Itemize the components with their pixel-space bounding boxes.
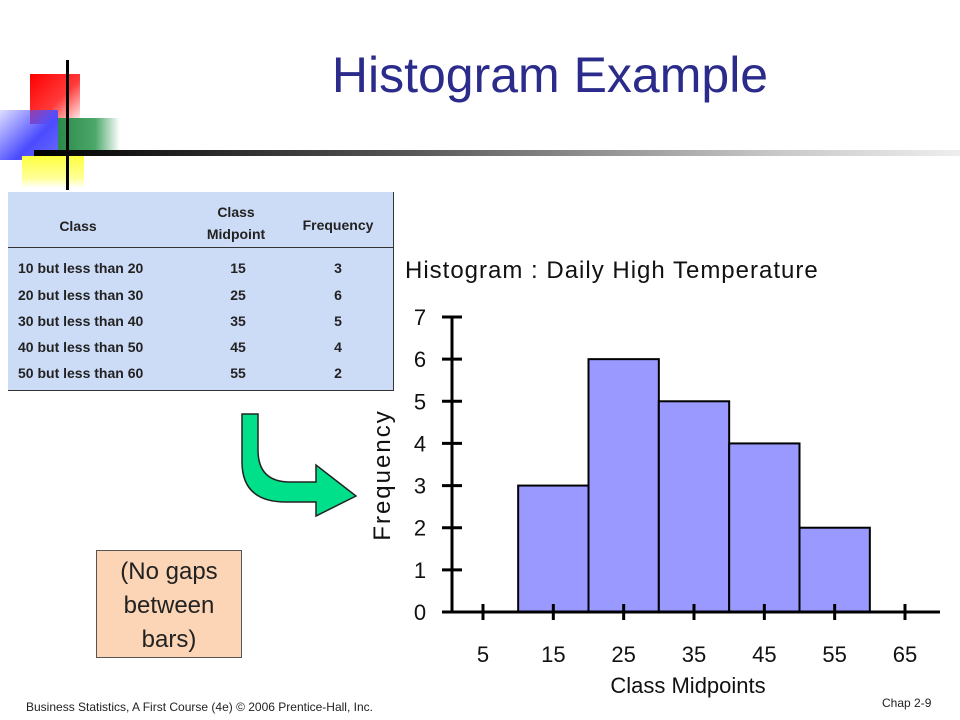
chart-bar bbox=[517, 484, 590, 614]
chart-bar bbox=[587, 358, 660, 613]
table-row: 50 but less than 60 55 2 bbox=[8, 365, 393, 392]
x-tick-label: 45 bbox=[752, 642, 776, 667]
cell-midpoint: 35 bbox=[230, 313, 246, 329]
cell-class: 30 but less than 40 bbox=[18, 313, 144, 329]
chart-y-axis-label: Frequency bbox=[369, 409, 396, 540]
x-tick-label: 15 bbox=[541, 642, 565, 667]
y-tick-label: 7 bbox=[414, 305, 426, 330]
y-tick-label: 2 bbox=[414, 516, 426, 541]
note-line2: between bbox=[123, 592, 215, 619]
cell-midpoint: 15 bbox=[230, 260, 246, 276]
x-ticks-layer: 5 15 25 35 45 55 65 bbox=[477, 604, 917, 667]
table-header-divider bbox=[8, 247, 393, 248]
cell-frequency: 5 bbox=[334, 313, 342, 329]
chart-x-axis-label: Class Midpoints bbox=[610, 673, 765, 698]
cell-frequency: 2 bbox=[334, 365, 342, 381]
logo-yellow-square bbox=[22, 156, 84, 188]
y-ticks-layer: 0 1 2 3 4 5 6 7 bbox=[414, 305, 462, 625]
footer-chapter: Chap 2-9 bbox=[882, 696, 932, 710]
slide-logo bbox=[0, 60, 130, 190]
bars-layer bbox=[517, 358, 871, 614]
logo-vertical-line bbox=[66, 60, 69, 190]
table-row: 40 but less than 50 45 4 bbox=[8, 339, 393, 366]
x-tick-label: 5 bbox=[477, 642, 489, 667]
x-tick-label: 35 bbox=[682, 642, 706, 667]
note-line1: (No gaps bbox=[120, 558, 218, 585]
cell-midpoint: 45 bbox=[230, 339, 246, 355]
chart-bar bbox=[657, 400, 731, 613]
y-tick-label: 3 bbox=[414, 474, 426, 499]
y-tick-label: 6 bbox=[414, 347, 426, 372]
note-box: (No gaps between bars) bbox=[96, 550, 242, 658]
header-midpoint: Class Midpoint bbox=[196, 201, 276, 245]
frequency-table: Class Class Midpoint Frequency 10 but le… bbox=[8, 192, 394, 391]
axes-layer bbox=[450, 317, 940, 614]
cell-class: 40 but less than 50 bbox=[18, 339, 144, 355]
x-tick-label: 25 bbox=[611, 642, 635, 667]
cell-midpoint: 25 bbox=[230, 287, 246, 303]
y-tick-label: 1 bbox=[414, 558, 426, 583]
cell-frequency: 4 bbox=[334, 339, 342, 355]
table-row: 10 but less than 20 15 3 bbox=[8, 260, 393, 287]
cell-frequency: 6 bbox=[334, 287, 342, 303]
cell-class: 20 but less than 30 bbox=[18, 287, 144, 303]
y-tick-label: 4 bbox=[414, 431, 426, 456]
cell-class: 10 but less than 20 bbox=[18, 260, 144, 276]
cell-midpoint: 55 bbox=[230, 365, 246, 381]
table-row: 20 but less than 30 25 6 bbox=[8, 287, 393, 314]
chart-title: Histogram : Daily High Temperature bbox=[405, 257, 819, 284]
y-tick-label: 0 bbox=[414, 600, 426, 625]
title-underline bbox=[34, 150, 960, 156]
footer-copyright: Business Statistics, A First Course (4e)… bbox=[26, 700, 373, 714]
note-line3: bars) bbox=[141, 626, 197, 653]
header-class: Class bbox=[59, 218, 97, 234]
x-tick-label: 55 bbox=[822, 642, 846, 667]
y-tick-label: 5 bbox=[414, 389, 426, 414]
header-midpoint-line1: Class bbox=[217, 204, 255, 220]
curved-arrow-icon bbox=[241, 413, 358, 518]
chart-bar bbox=[728, 442, 801, 613]
header-midpoint-line2: Midpoint bbox=[206, 226, 266, 242]
slide-title: Histogram Example bbox=[331, 47, 769, 103]
cell-class: 50 but less than 60 bbox=[18, 365, 144, 381]
header-frequency: Frequency bbox=[302, 217, 374, 233]
table-row: 30 but less than 40 35 5 bbox=[8, 313, 393, 340]
x-tick-label: 65 bbox=[893, 642, 917, 667]
cell-frequency: 3 bbox=[334, 260, 342, 276]
chart-bar bbox=[798, 526, 871, 614]
